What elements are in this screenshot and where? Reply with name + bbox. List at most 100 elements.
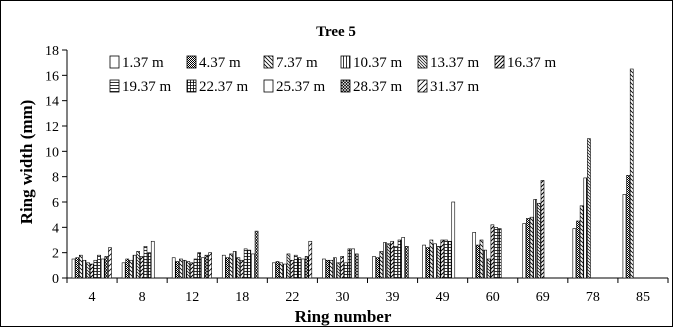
- series-22-37-m: [97, 228, 502, 279]
- legend-item-4-37-m: 4.37 m: [186, 55, 241, 71]
- series-28-37-m: [104, 230, 409, 279]
- legend-item-25-37-m: 25.37 m: [263, 79, 326, 95]
- bar-22-37-m-ring-39: [397, 239, 402, 279]
- bar-19-37-m-ring-22: [293, 254, 298, 279]
- legend-swatch: [417, 79, 428, 93]
- bar-1-37-m-ring-22: [272, 262, 276, 279]
- x-tick-label: 78: [586, 290, 600, 305]
- legend-label: 7.37 m: [276, 55, 318, 71]
- bar-10-37-m-ring-18: [232, 251, 237, 279]
- bar-19-37-m-ring-4: [93, 259, 98, 279]
- bar-4-37-m-ring-60: [476, 244, 480, 279]
- bar-13-37-m-ring-60: [486, 258, 491, 279]
- bar-7-37-m-ring-49: [429, 239, 434, 279]
- bar-16-37-m-ring-30: [340, 256, 344, 279]
- bar-4-37-m-ring-30: [325, 259, 330, 279]
- bar-1-37-m-ring-12: [171, 257, 176, 279]
- bar-1-37-m-ring-69: [522, 223, 527, 279]
- bar-7-37-m-ring-60: [479, 239, 484, 279]
- bar-19-37-m-ring-18: [243, 248, 248, 279]
- legend: 1.37 m 4.37 m 7.37 m 10.37 m 13.37 m 16.37 m 1…: [109, 55, 557, 95]
- bar-10-37-m-ring-69: [533, 199, 538, 279]
- bar-10-37-m-ring-12: [182, 259, 187, 279]
- x-tick-label: 69: [536, 290, 550, 305]
- y-tick-label: 0: [52, 272, 59, 287]
- bar-22-37-m-ring-60: [497, 228, 502, 279]
- bar-22-37-m-ring-30: [347, 248, 352, 279]
- x-tick-label: 85: [636, 290, 650, 305]
- bar-7-37-m-ring-8: [129, 259, 133, 279]
- bar-10-37-m-ring-30: [333, 257, 337, 279]
- bar-28-37-m-ring-30: [354, 253, 359, 279]
- series-31-37-m: [108, 240, 313, 279]
- bar-16-37-m-ring-60: [490, 224, 495, 279]
- legend-item-28-37-m: 28.37 m: [340, 79, 403, 95]
- bar-13-37-m-ring-8: [136, 251, 141, 279]
- x-tick-label: 30: [335, 290, 349, 305]
- bar-1-37-m-ring-49: [422, 244, 426, 279]
- x-tick-label: 18: [235, 290, 249, 305]
- y-tick-label: 18: [45, 44, 59, 59]
- legend-swatch: [186, 79, 197, 93]
- y-axis-title: Ring width (mm): [17, 100, 36, 225]
- bar-4-37-m-ring-8: [125, 258, 130, 279]
- bar-10-37-m-ring-49: [433, 243, 437, 279]
- bar-7-37-m-ring-39: [379, 251, 384, 279]
- bar-1-37-m-ring-78: [572, 228, 577, 279]
- y-tick-label: 6: [52, 196, 59, 211]
- series-10-37-m: [82, 177, 588, 279]
- bar-7-37-m-ring-22: [279, 262, 283, 279]
- series-19-37-m: [93, 227, 498, 279]
- legend-item-22-37-m: 22.37 m: [186, 79, 249, 95]
- legend-item-31-37-m: 31.37 m: [417, 79, 480, 95]
- x-tick-label: 49: [436, 290, 450, 305]
- bar-7-37-m-ring-85: [629, 68, 634, 279]
- bar-28-37-m-ring-39: [404, 246, 409, 279]
- series-16-37-m: [89, 180, 545, 279]
- legend-label: 22.37 m: [199, 79, 249, 95]
- bar-22-37-m-ring-49: [447, 240, 452, 279]
- bar-4-37-m-ring-69: [526, 218, 530, 279]
- bar-10-37-m-ring-39: [383, 242, 387, 279]
- bar-1-37-m-ring-30: [322, 258, 326, 279]
- legend-label: 25.37 m: [276, 79, 326, 95]
- y-tick-label: 4: [52, 221, 59, 236]
- chart-title: Tree 5: [316, 24, 356, 40]
- bar-25-37-m-ring-39: [401, 237, 405, 279]
- bar-13-37-m-ring-30: [336, 262, 341, 279]
- legend-swatch: [263, 79, 274, 93]
- bar-19-37-m-ring-30: [343, 262, 348, 279]
- bar-31-37-m-ring-12: [208, 252, 212, 279]
- series-13-37-m: [86, 138, 591, 279]
- legend-label: 13.37 m: [430, 55, 480, 71]
- x-tick-label: 22: [285, 290, 299, 305]
- bar-1-37-m-ring-8: [121, 262, 126, 279]
- bar-16-37-m-ring-22: [290, 259, 294, 279]
- bar-25-37-m-ring-49: [451, 201, 456, 279]
- bar-7-37-m-ring-18: [229, 253, 233, 279]
- y-tick-label: 12: [45, 120, 59, 135]
- x-tick-label: 8: [139, 290, 146, 305]
- legend-swatch: [186, 55, 197, 69]
- legend-swatch: [340, 55, 351, 69]
- bar-4-37-m-ring-49: [425, 247, 430, 279]
- bar-25-37-m-ring-8: [150, 240, 155, 279]
- bar-4-37-m-ring-39: [375, 257, 380, 279]
- legend-swatch: [340, 79, 351, 93]
- series-7-37-m: [78, 68, 634, 279]
- bar-7-37-m-ring-78: [579, 205, 584, 279]
- legend-item-1-37-m: 1.37 m: [109, 55, 164, 71]
- legend-label: 28.37 m: [353, 79, 403, 95]
- legend-label: 10.37 m: [353, 55, 403, 71]
- bar-25-37-m-ring-22: [301, 258, 305, 279]
- bar-19-37-m-ring-12: [193, 258, 198, 279]
- bar-10-37-m-ring-60: [483, 249, 487, 279]
- x-tick-label: 39: [386, 290, 400, 305]
- y-tick-label: 10: [45, 145, 59, 160]
- bar-19-37-m-ring-39: [394, 246, 398, 279]
- bar-28-37-m-ring-18: [254, 230, 259, 279]
- legend-swatch: [417, 55, 428, 69]
- bar-1-37-m-ring-4: [71, 258, 76, 279]
- bar-28-37-m-ring-4: [104, 256, 109, 279]
- bar-22-37-m-ring-22: [297, 257, 302, 279]
